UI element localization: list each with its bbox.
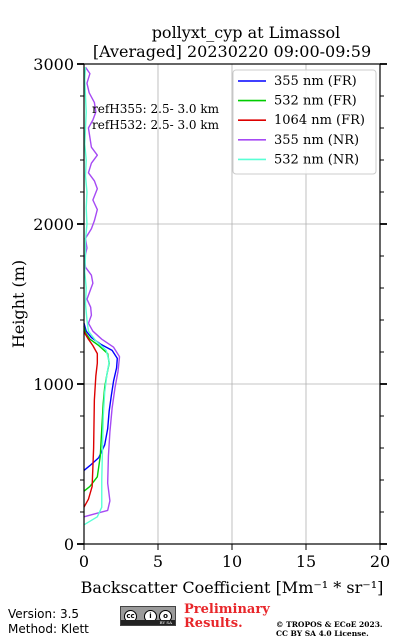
cc-license-badge: cc i o BY SA — [120, 606, 176, 626]
method-text: Method: Klett — [8, 622, 89, 636]
preliminary-results-notice: Preliminary Results. — [184, 603, 270, 631]
series-line — [83, 330, 99, 508]
cc-badge-text: BY SA — [121, 620, 175, 625]
copyright-line-1: © TROPOS & ECoE 2023. — [276, 620, 383, 629]
x-tick-label: 15 — [296, 552, 316, 571]
reference-height-label: refH355: 2.5- 3.0 km — [92, 102, 220, 116]
series-line — [83, 67, 110, 526]
x-tick-label: 10 — [222, 552, 242, 571]
y-tick-label: 1000 — [33, 375, 74, 394]
version-text: Version: 3.5 — [8, 607, 80, 621]
footer-info: Version: 3.5 Method: Klett — [8, 607, 89, 637]
y-axis-label: Height (m) — [9, 260, 28, 348]
x-tick-label: 0 — [79, 552, 89, 571]
legend-label: 532 nm (NR) — [274, 152, 359, 167]
x-axis-label: Backscatter Coefficient [Mm⁻¹ * sr⁻¹] — [81, 578, 384, 597]
y-tick-label: 0 — [64, 535, 74, 554]
legend-label: 532 nm (FR) — [274, 94, 357, 109]
legend-label: 355 nm (NR) — [274, 133, 359, 148]
reference-height-annotations: refH355: 2.5- 3.0 km refH532: 2.5- 3.0 km — [92, 102, 220, 132]
y-tick-label: 3000 — [33, 55, 74, 74]
copyright-notice: © TROPOS & ECoE 2023. CC BY SA 4.0 Licen… — [276, 620, 383, 638]
x-tick-label: 20 — [370, 552, 390, 571]
axis-tick-labels: 0 5 10 15 20 0 1000 2000 3000 — [33, 55, 390, 571]
legend: 355 nm (FR) 532 nm (FR) 1064 nm (FR) 355 nm… — [232, 69, 377, 175]
legend-box — [232, 69, 377, 175]
y-tick-label: 2000 — [33, 215, 74, 234]
preliminary-line-2: Results. — [184, 616, 243, 631]
axis-ticks — [77, 63, 387, 550]
legend-label: 355 nm (FR) — [274, 74, 357, 89]
preliminary-line-1: Preliminary — [184, 602, 270, 617]
copyright-line-2: CC BY SA 4.0 License. — [276, 629, 369, 638]
x-tick-label: 5 — [153, 552, 163, 571]
series-line — [83, 66, 121, 518]
legend-label: 1064 nm (FR) — [274, 113, 365, 128]
chart-title: pollyxt_cyp at Limassol — [152, 23, 341, 42]
series-layer — [83, 66, 121, 526]
chart-subtitle: [Averaged] 20230220 09:00-09:59 — [93, 42, 371, 61]
reference-height-label: refH532: 2.5- 3.0 km — [92, 118, 220, 132]
backscatter-profile-chart: pollyxt_cyp at Limassol [Averaged] 20230… — [9, 23, 390, 597]
